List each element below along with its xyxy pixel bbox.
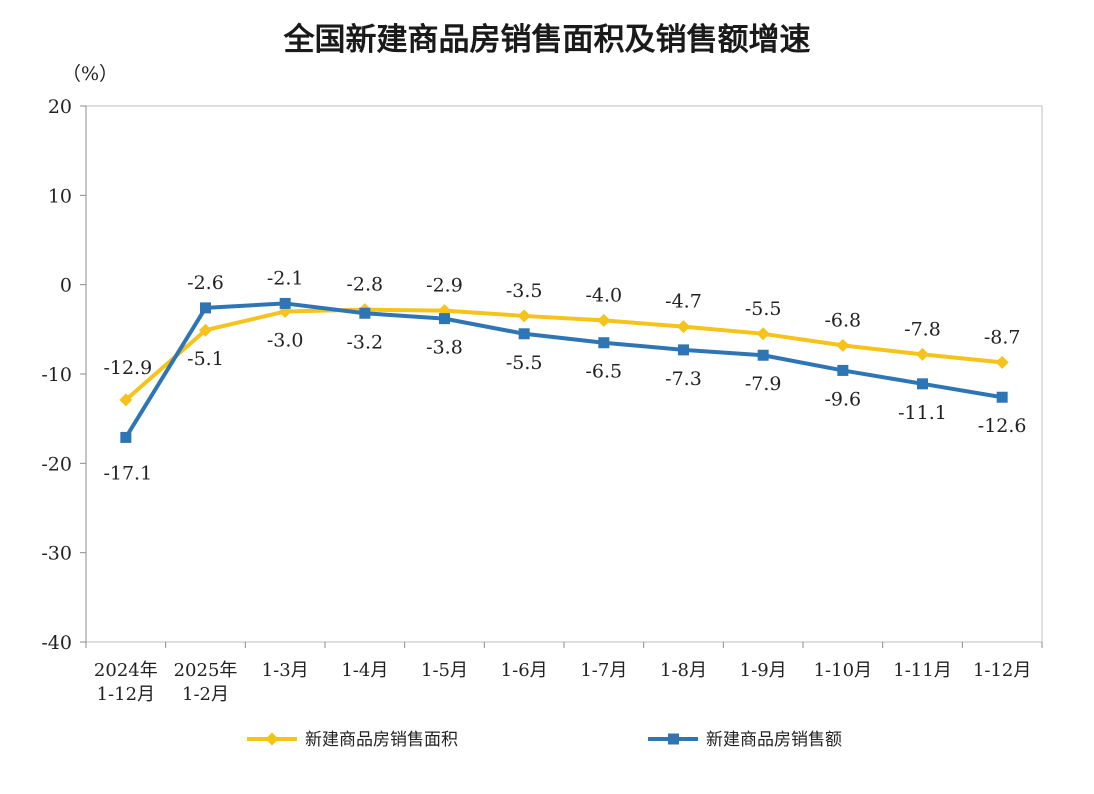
sales-point — [439, 313, 450, 325]
y-tick-label: -20 — [41, 453, 72, 475]
x-tick-label: 1-5月 — [421, 660, 468, 681]
area-point — [916, 347, 929, 361]
x-tick-label: 2025年 — [174, 660, 238, 681]
sales-point — [518, 328, 530, 340]
area-data-label: -5.5 — [745, 298, 782, 320]
area-point — [119, 393, 133, 407]
sales-data-label: -3.2 — [347, 331, 384, 353]
y-tick-label: 10 — [48, 185, 72, 207]
chart-title: 全国新建商品房销售面积及销售额增速 — [283, 22, 811, 58]
area-data-label: -4.7 — [665, 291, 702, 313]
legend-area-marker — [265, 732, 279, 746]
area-series-line — [124, 307, 1003, 402]
sales-data-label: -2.6 — [187, 272, 224, 294]
y-tick-label: -10 — [41, 364, 72, 386]
sales-data-label: -17.1 — [103, 462, 152, 484]
sales-data-label: -9.6 — [825, 388, 862, 410]
plot-frame — [85, 105, 1043, 643]
area-data-label: -6.8 — [825, 309, 862, 331]
x-tick-label: 1-8月 — [660, 660, 707, 681]
sales-data-label: -6.5 — [586, 361, 623, 383]
area-point — [756, 327, 770, 341]
area-data-label: -8.7 — [984, 326, 1021, 348]
x-tick-label: 1-9月 — [740, 660, 787, 681]
y-tick-label: -30 — [41, 543, 72, 565]
sales-point — [757, 349, 769, 361]
x-tick-label: 1-12月 — [97, 684, 155, 705]
sales-point — [120, 431, 132, 443]
area-point — [677, 320, 690, 334]
legend-sales-marker — [668, 733, 679, 745]
legend-area-label: 新建商品房销售面积 — [305, 730, 458, 750]
x-tick-label: 1-2月 — [182, 684, 229, 705]
x-tick-label: 1-4月 — [341, 660, 388, 681]
sales-point — [678, 344, 689, 356]
area-data-label: -3.0 — [267, 329, 304, 351]
sales-point — [598, 337, 610, 349]
y-tick-label: 0 — [60, 275, 72, 297]
area-data-label: -2.8 — [347, 274, 384, 296]
x-tick-label: 1-6月 — [501, 660, 548, 681]
area-point — [597, 313, 611, 327]
area-data-label: -12.9 — [103, 357, 152, 379]
area-data-label: -5.1 — [187, 348, 224, 370]
area-data-label: -7.8 — [904, 318, 941, 340]
area-point — [199, 323, 212, 337]
sales-point — [279, 297, 291, 309]
sales-series-line — [124, 301, 1003, 439]
sales-data-label: -2.1 — [267, 267, 304, 289]
area-data-label: -4.0 — [586, 284, 623, 306]
y-tick-label: -40 — [41, 632, 72, 654]
y-axis-unit: （%） — [62, 63, 118, 85]
x-tick-label: 1-7月 — [580, 660, 627, 681]
sales-point — [200, 302, 211, 314]
area-point — [517, 309, 531, 323]
legend-sales-label: 新建商品房销售额 — [706, 730, 842, 750]
sales-data-label: -12.6 — [978, 415, 1027, 437]
sales-point — [359, 307, 371, 319]
sales-data-label: -3.8 — [426, 337, 463, 359]
area-data-label: -3.5 — [506, 280, 543, 302]
x-tick-label: 1-10月 — [814, 660, 872, 681]
x-tick-label: 1-11月 — [893, 660, 951, 681]
sales-point — [837, 364, 849, 376]
sales-data-label: -7.3 — [665, 368, 702, 390]
x-tick-label: 1-12月 — [973, 660, 1031, 681]
sales-data-label: -11.1 — [898, 402, 947, 424]
area-data-label: -2.9 — [426, 275, 463, 297]
sales-point — [996, 391, 1008, 403]
x-tick-label: 2024年 — [94, 660, 158, 681]
y-tick-label: 20 — [48, 96, 72, 118]
sales-data-label: -5.5 — [506, 352, 543, 374]
sales-data-label: -7.9 — [745, 373, 782, 395]
area-point — [836, 338, 850, 352]
area-point — [995, 355, 1009, 369]
sales-point — [917, 378, 928, 390]
x-tick-label: 1-3月 — [262, 660, 309, 681]
